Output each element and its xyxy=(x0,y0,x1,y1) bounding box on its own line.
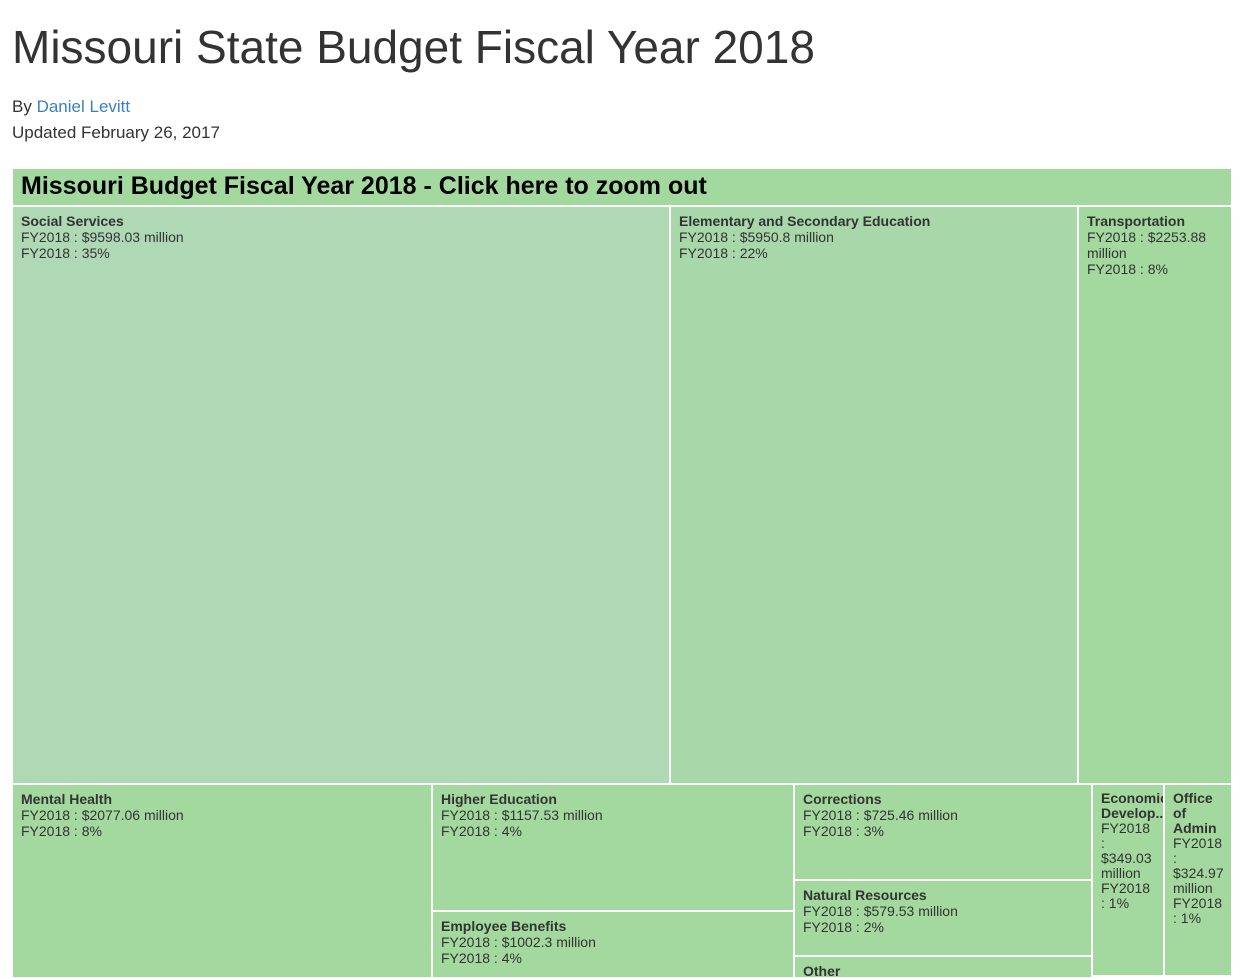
zoom-out-header[interactable]: Missouri Budget Fiscal Year 2018 - Click… xyxy=(12,168,1232,206)
cell-value: FY2018 : $9598.03 million xyxy=(21,229,184,245)
by-label: By xyxy=(12,97,32,116)
treemap-cell-elementary-secondary-education[interactable]: Elementary and Secondary Education FY2018… xyxy=(670,206,1078,784)
cell-name: Transportation xyxy=(1087,213,1186,229)
cell-value: FY2018 : $1002.3 million xyxy=(441,934,596,950)
treemap-cell-mental-health[interactable]: Mental Health FY2018 : $2077.06 million FY… xyxy=(12,784,432,978)
cell-name: Mental Health xyxy=(21,791,113,807)
treemap-cell-economic-development[interactable]: Economic Develop... FY2018 : $349.03 mill… xyxy=(1092,784,1164,976)
cell-name: Other xyxy=(803,963,841,978)
cell-name: Corrections xyxy=(803,791,882,807)
cell-value: FY2018 : $1157.53 million xyxy=(441,807,603,823)
cell-value: FY2018 : $324.97 million xyxy=(1173,835,1224,896)
cell-value: FY2018 : $2077.06 million xyxy=(21,807,184,823)
cell-percent: FY2018 : 4% xyxy=(441,823,522,839)
treemap-cell-social-services[interactable]: Social Services FY2018 : $9598.03 million… xyxy=(12,206,670,784)
cell-value: FY2018 : $725.46 million xyxy=(803,807,958,823)
author-link[interactable]: Daniel Levitt xyxy=(36,97,131,116)
cell-value: FY2018 : $5950.8 million xyxy=(679,229,834,245)
byline: By Daniel Levitt Updated February 26, 20… xyxy=(12,94,220,146)
cell-value: FY2018 : $579.53 million xyxy=(803,903,958,919)
cell-percent: FY2018 : 2% xyxy=(803,919,884,935)
cell-percent: FY2018 : 22% xyxy=(679,245,768,261)
treemap-cell-employee-benefits[interactable]: Employee Benefits FY2018 : $1002.3 millio… xyxy=(432,911,794,978)
treemap-cell-transportation[interactable]: Transportation FY2018 : $2253.88 million F… xyxy=(1078,206,1232,784)
cell-name: Elementary and Secondary Education xyxy=(679,213,931,229)
cell-percent: FY2018 : 35% xyxy=(21,245,110,261)
cell-name: Office of Admin xyxy=(1173,790,1217,836)
cell-name: Economic Develop... xyxy=(1101,790,1164,821)
cell-percent: FY2018 : 1% xyxy=(1101,880,1151,911)
cell-name: Natural Resources xyxy=(803,887,927,903)
treemap-cell-corrections[interactable]: Corrections FY2018 : $725.46 million FY201… xyxy=(794,784,1092,880)
cell-name: Employee Benefits xyxy=(441,918,567,934)
cell-name: Higher Education xyxy=(441,791,557,807)
treemap-cell-other[interactable]: Other xyxy=(794,956,1092,978)
updated-date: Updated February 26, 2017 xyxy=(12,123,220,142)
page-title: Missouri State Budget Fiscal Year 2018 xyxy=(12,21,815,73)
cell-value: FY2018 : $349.03 million xyxy=(1101,820,1152,881)
cell-percent: FY2018 : 1% xyxy=(1173,895,1223,926)
treemap-cell-office-of-admin[interactable]: Office of Admin FY2018 : $324.97 million F… xyxy=(1164,784,1232,976)
cell-percent: FY2018 : 8% xyxy=(1087,261,1168,277)
cell-percent: FY2018 : 4% xyxy=(441,950,522,966)
cell-name: Social Services xyxy=(21,213,124,229)
treemap-cell-higher-education[interactable]: Higher Education FY2018 : $1157.53 millio… xyxy=(432,784,794,911)
cell-percent: FY2018 : 3% xyxy=(803,823,884,839)
treemap-cell-natural-resources[interactable]: Natural Resources FY2018 : $579.53 millio… xyxy=(794,880,1092,956)
cell-percent: FY2018 : 8% xyxy=(21,823,102,839)
cell-value: FY2018 : $2253.88 million xyxy=(1087,229,1207,261)
budget-treemap: Missouri Budget Fiscal Year 2018 - Click… xyxy=(12,168,1232,978)
